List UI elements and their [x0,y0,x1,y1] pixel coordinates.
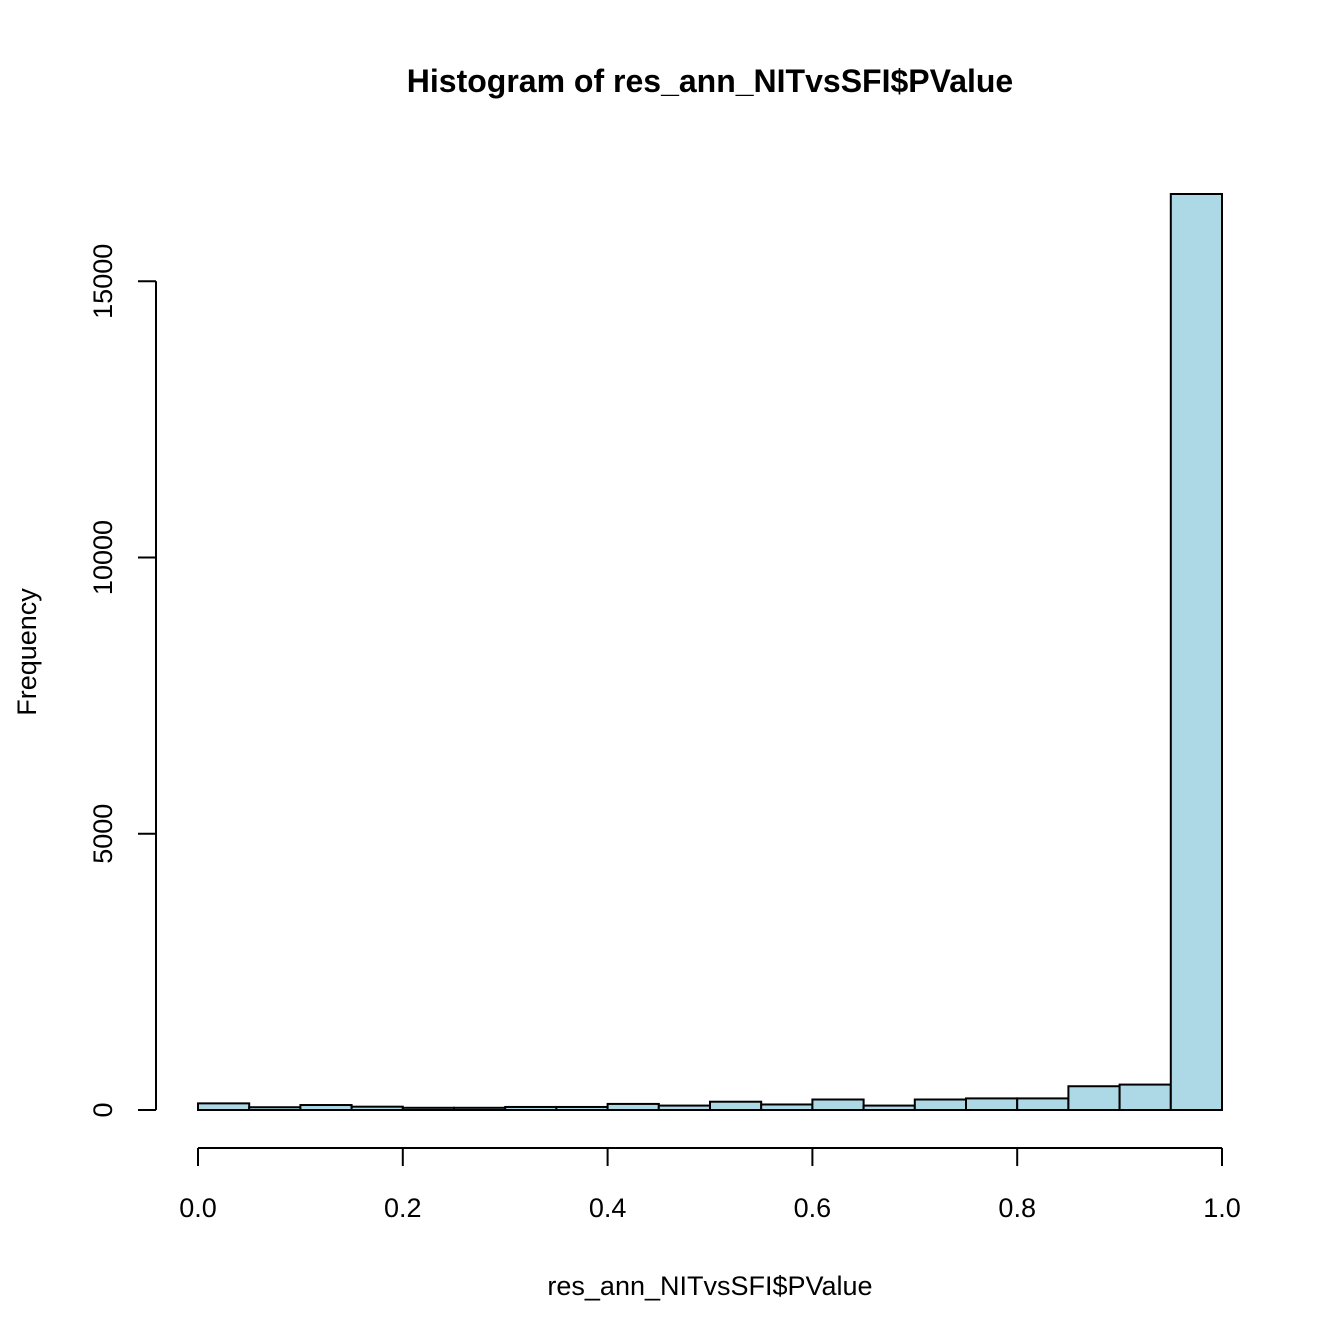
histogram-bar [606,1102,660,1112]
histogram-bar [760,1103,814,1111]
histogram-bar [1169,193,1224,1111]
x-tick-label: 0.0 [179,1193,217,1223]
histogram-bar [504,1105,558,1112]
bars [197,193,1224,1112]
x-tick-label: 0.2 [384,1193,422,1223]
y-tick-label: 10000 [88,520,118,595]
y-tick-label: 5000 [88,804,118,864]
histogram-bar [965,1097,1019,1112]
histogram-bar [197,1102,251,1112]
histogram-bar [811,1098,865,1112]
x-tick-label: 1.0 [1203,1193,1241,1223]
x-axis-label: res_ann_NITvsSFI$PValue [547,1271,872,1301]
histogram-bar [657,1104,711,1111]
histogram-bar [350,1105,404,1112]
histogram-bar [299,1104,353,1111]
histogram-bar [913,1098,967,1112]
histogram-bar [555,1105,609,1112]
y-tick-label: 15000 [88,244,118,319]
y-axis: 0 5000 10000 15000 [88,244,157,1118]
histogram-bar [1016,1097,1070,1112]
x-tick-label: 0.8 [998,1193,1036,1223]
histogram-bar [862,1104,916,1111]
histogram-bar [401,1106,455,1112]
y-axis-label: Frequency [12,588,42,716]
x-tick-label: 0.6 [794,1193,832,1223]
histogram-bar [709,1100,763,1111]
histogram-bar [248,1106,302,1112]
x-tick-label: 0.4 [589,1193,627,1223]
histogram-bar [1118,1083,1172,1112]
histogram-bar [1067,1085,1121,1111]
chart-title: Histogram of res_ann_NITvsSFI$PValue [407,63,1013,99]
histogram-bar [453,1106,507,1112]
x-axis: 0.0 0.2 0.4 0.6 0.8 1.0 [179,1147,1241,1223]
y-tick-label: 0 [88,1102,118,1117]
